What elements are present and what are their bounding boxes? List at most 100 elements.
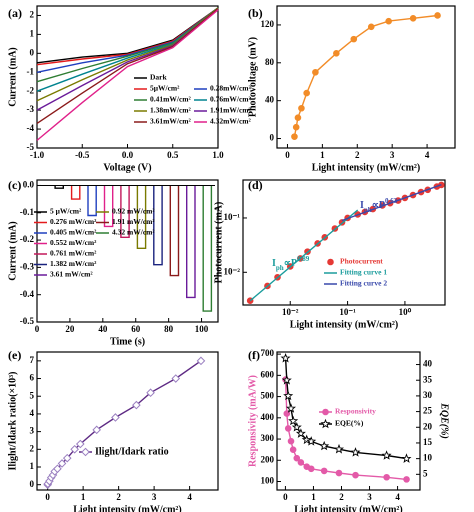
panel-label: (e) <box>8 348 21 362</box>
data-point <box>291 422 302 432</box>
legend-label: 0.76mW/cm² <box>210 95 252 104</box>
y-tick-label: -0.2 <box>20 234 35 244</box>
y2-tick-label: 15 <box>423 437 433 447</box>
x-tick-label: 10⁰ <box>399 307 412 317</box>
data-line <box>70 185 81 200</box>
x-tick-label: 2 <box>116 492 121 502</box>
x-tick-label: 100 <box>195 324 209 334</box>
plot-frame <box>276 5 456 149</box>
data-point <box>75 439 85 449</box>
x-tick-label: 4 <box>187 492 192 502</box>
y-tick-label: 120 <box>261 19 275 29</box>
legend-label: 4.32 mW/cm² <box>112 228 155 237</box>
y-tick-label: -4 <box>27 123 35 133</box>
legend-label: 0.276 mW/cm² <box>50 217 97 226</box>
x-axis-label: Light intensity (mW/cm²) <box>294 504 403 512</box>
y2-tick-label: 40 <box>423 359 433 369</box>
y-tick-label: 10⁻¹ <box>224 212 241 222</box>
legend-label: Dark <box>150 73 167 82</box>
y-tick-label: 200 <box>261 454 275 464</box>
data-line <box>36 7 219 83</box>
legend-label: 1.91mW/cm² <box>210 106 252 115</box>
annotation-base: I <box>272 258 276 269</box>
y-tick-label: 0 <box>270 133 275 143</box>
data-point <box>434 12 441 19</box>
annotation-exp: 0.63 <box>385 197 398 205</box>
legend-label: 1.91 mW/cm² <box>112 217 155 226</box>
y2-tick-label: 35 <box>423 374 433 384</box>
data-point <box>92 425 102 435</box>
x-tick-label: 3 <box>367 492 372 502</box>
legend-label: 5μW/cm² <box>150 84 180 93</box>
y-tick-label: -3 <box>27 104 35 114</box>
data-point <box>196 356 206 366</box>
x-tick-label: 0 <box>45 492 50 502</box>
x-tick-label: 10⁻¹ <box>339 307 356 317</box>
annotation-sub: ph <box>276 264 284 272</box>
data-line <box>120 185 130 238</box>
legend-label: 3.61 mW/cm² <box>50 270 93 279</box>
y-tick-label: 40 <box>265 95 275 105</box>
y2-tick-label: 30 <box>423 390 433 400</box>
legend-label: 0.405 mW/cm² <box>50 228 97 237</box>
plot-frame <box>242 179 446 306</box>
data-point <box>352 471 359 479</box>
x-tick-label: -1.0 <box>30 150 45 160</box>
data-point <box>281 374 292 385</box>
x-axis-label: Light intensity (mW/cm²) <box>312 162 421 173</box>
legend-label: Fitting curve 2 <box>340 279 387 288</box>
data-line <box>36 7 219 102</box>
data-point <box>293 454 301 462</box>
legend-marker <box>81 447 90 457</box>
data-point <box>409 15 417 22</box>
x-tick-label: 1.0 <box>212 150 224 160</box>
y2-tick-label: 25 <box>423 406 433 416</box>
y-tick-label: 2 <box>30 10 35 20</box>
x-tick-label: 80 <box>164 324 174 334</box>
annotation: Iph∝P0.63 <box>360 197 398 214</box>
legend-label: 1.38mW/cm² <box>150 106 192 115</box>
y-tick-label: 300 <box>261 433 275 443</box>
x-tick-label: 4 <box>425 150 430 160</box>
annotation-sub: ph <box>364 206 372 214</box>
y2-tick-label: 20 <box>423 421 433 431</box>
y2-axis-label: EQE(%) <box>439 402 450 439</box>
data-line <box>284 379 407 481</box>
data-point <box>289 446 297 453</box>
data-line <box>36 8 219 124</box>
y-tick-label: -5 <box>27 142 35 152</box>
y2-tick-label: 10 <box>423 453 433 463</box>
legend-marker <box>327 258 334 266</box>
data-point <box>171 374 181 383</box>
data-point <box>53 464 62 474</box>
x-tick-label: 0 <box>35 324 40 334</box>
data-line <box>136 185 147 249</box>
y-tick-label: 0 <box>30 47 35 57</box>
y-tick-label: -2 <box>27 85 35 95</box>
data-point <box>297 459 305 466</box>
legend-label: 3.61mW/cm² <box>150 117 192 126</box>
y-axis-label: Current (mA) <box>7 221 18 281</box>
x-tick-label: 3 <box>152 492 157 502</box>
data-point <box>381 450 392 460</box>
annotation: Iph∝P0.89 <box>272 255 310 272</box>
x-tick-label: 60 <box>131 324 141 334</box>
data-line <box>36 9 219 141</box>
data-point <box>284 425 292 432</box>
x-axis-label: Light intensity (mW/cm²) <box>73 504 182 512</box>
legend-label: 0.761 mW/cm² <box>50 249 97 258</box>
data-point <box>403 476 410 483</box>
data-point <box>285 403 297 413</box>
y-axis-label: Photovoltage (mV) <box>247 37 258 117</box>
plot-frame <box>36 351 219 491</box>
legend-label: 0.41mW/cm² <box>150 95 192 104</box>
x-tick-label: 0 <box>285 150 290 160</box>
data-point <box>298 104 305 112</box>
y-axis-label: Ilight/Idark ratio(×10³) <box>7 372 18 471</box>
y-tick-label: 5 <box>30 390 35 400</box>
x-axis-label: Voltage (V) <box>103 162 151 173</box>
legend-label: 1.382 mW/cm² <box>50 259 97 268</box>
x-tick-label: 1 <box>320 150 325 160</box>
panel-label: (f) <box>248 348 260 362</box>
data-line <box>293 14 438 137</box>
